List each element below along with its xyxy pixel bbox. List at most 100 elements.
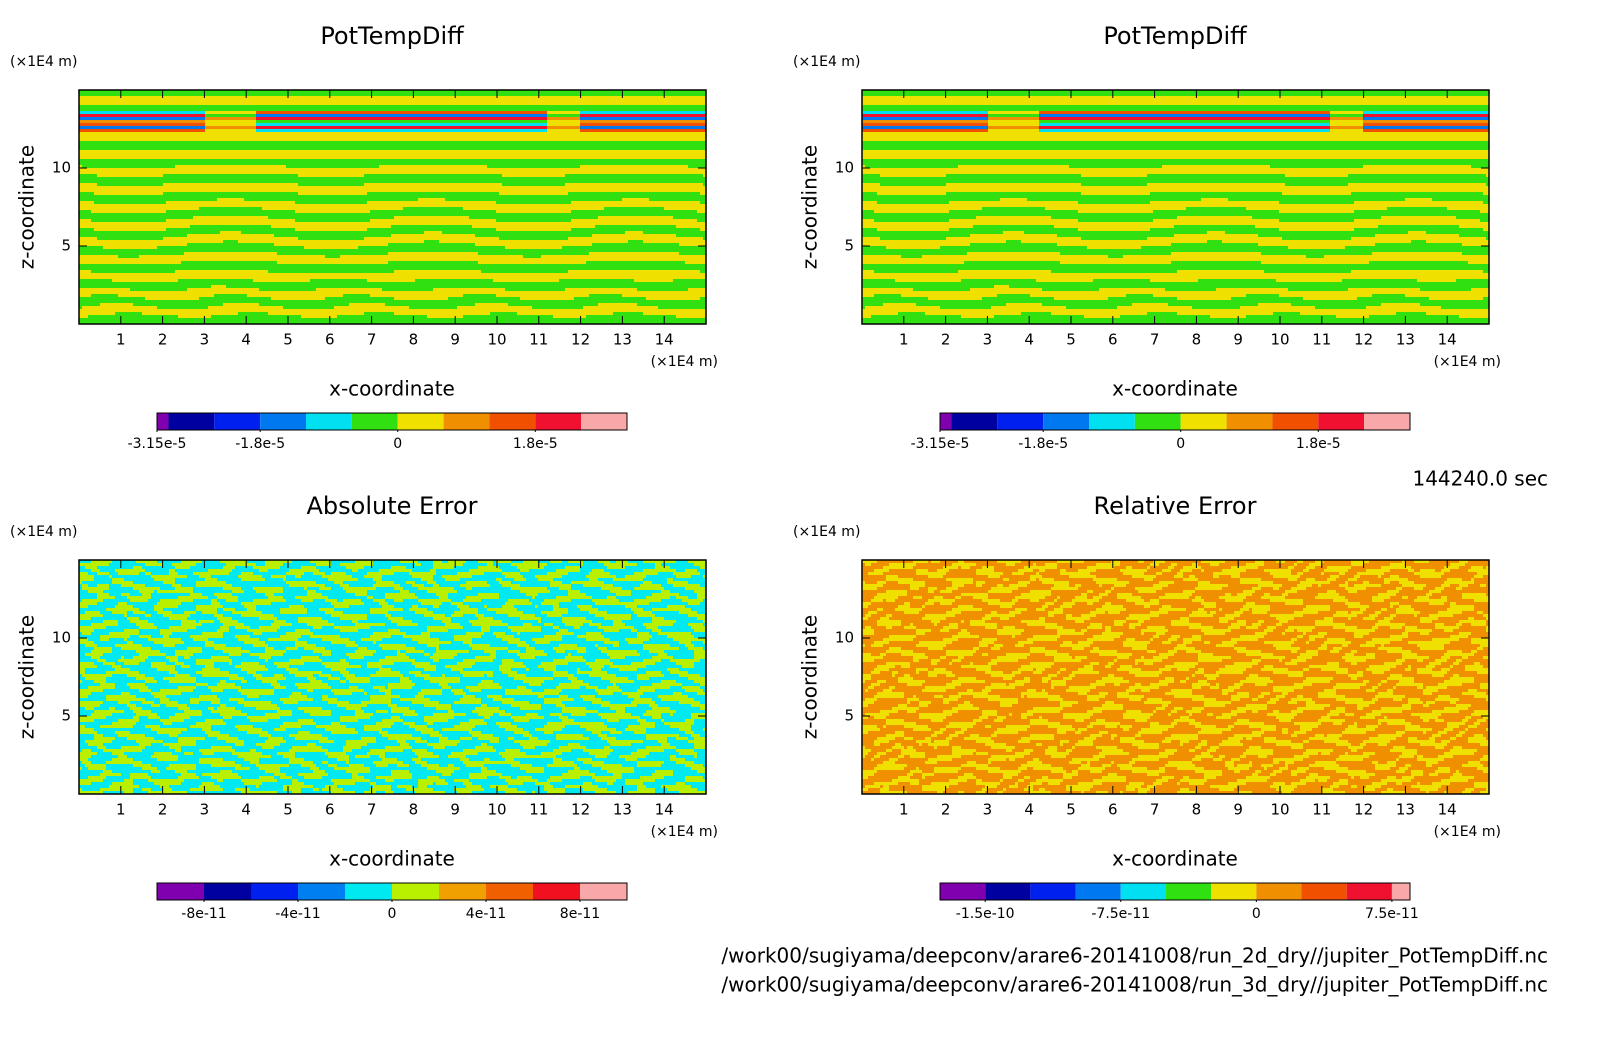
contour-region — [139, 626, 157, 629]
contour-region — [352, 692, 364, 695]
contour-region — [181, 692, 241, 695]
contour-region — [1201, 569, 1204, 572]
contour-region — [1003, 677, 1012, 680]
contour-region — [313, 785, 325, 788]
contour-region — [550, 740, 607, 743]
contour-region — [1168, 303, 1258, 306]
contour-region — [106, 698, 145, 701]
contour-region — [1066, 689, 1090, 692]
contour-region — [355, 728, 364, 731]
contour-region — [520, 632, 556, 635]
contour-region — [505, 246, 562, 249]
contour-region — [883, 608, 895, 611]
contour-region — [472, 782, 508, 785]
contour-region — [1327, 632, 1354, 635]
contour-region — [1357, 650, 1387, 653]
contour-region — [1474, 608, 1489, 611]
contour-region — [280, 611, 307, 614]
contour-region — [466, 692, 505, 695]
contour-region — [184, 656, 190, 659]
contour-region — [646, 785, 661, 788]
contour-region — [655, 566, 670, 569]
contour-region — [145, 683, 196, 686]
contour-region — [400, 671, 409, 674]
contour-region — [94, 575, 109, 578]
contour-region — [691, 767, 706, 770]
contour-region — [622, 692, 643, 695]
contour-region — [160, 587, 175, 590]
contour-region — [1036, 608, 1045, 611]
contour-region — [181, 560, 202, 563]
contour-region — [400, 560, 418, 563]
x-unit: (×1E4 m) — [651, 824, 718, 840]
contour-region — [988, 692, 1021, 695]
contour-region — [1354, 635, 1363, 638]
contour-region — [487, 704, 511, 707]
contour-region — [100, 638, 109, 641]
contour-region — [589, 665, 604, 668]
contour-region — [271, 225, 391, 228]
contour-region — [457, 572, 484, 575]
contour-region — [1159, 608, 1186, 611]
contour-region — [682, 599, 703, 602]
contour-region — [931, 629, 940, 632]
x-tick-label: 1 — [116, 801, 126, 819]
contour-region — [541, 626, 553, 629]
contour-region — [1141, 629, 1168, 632]
contour-region — [265, 563, 283, 566]
contour-region — [1426, 686, 1447, 689]
contour-region — [928, 575, 943, 578]
contour-region — [118, 623, 136, 626]
contour-region — [1381, 683, 1396, 686]
contour-region — [181, 773, 196, 776]
contour-region — [1219, 683, 1234, 686]
contour-region — [472, 647, 508, 650]
contour-region — [289, 764, 301, 767]
contour-region — [139, 719, 160, 722]
contour-region — [169, 659, 178, 662]
contour-region — [145, 584, 172, 587]
contour-region — [1168, 566, 1174, 569]
contour-region — [1417, 644, 1444, 647]
contour-region — [187, 617, 217, 620]
contour-region — [1162, 671, 1195, 674]
contour-region — [454, 764, 466, 767]
contour-region — [466, 764, 484, 767]
contour-region — [79, 641, 94, 644]
contour-region — [466, 596, 499, 599]
contour-region — [481, 689, 505, 692]
contour-region — [424, 231, 442, 234]
contour-region — [1345, 581, 1348, 584]
contour-region — [547, 587, 559, 590]
contour-region — [187, 288, 259, 291]
contour-region — [1318, 650, 1330, 653]
contour-region — [1159, 596, 1189, 599]
contour-region — [1228, 584, 1258, 587]
contour-region — [904, 602, 910, 605]
contour-region — [649, 650, 664, 653]
contour-region — [973, 662, 988, 665]
contour-region — [901, 653, 925, 656]
contour-region — [280, 776, 292, 779]
contour-region — [193, 599, 211, 602]
colorbar-box — [157, 883, 204, 900]
contour-region — [175, 569, 208, 572]
contour-region — [1057, 623, 1090, 626]
contour-region — [628, 677, 637, 680]
contour-region — [349, 638, 361, 641]
contour-region — [1204, 668, 1219, 671]
contour-region — [583, 623, 589, 626]
contour-region — [877, 623, 901, 626]
contour-region — [535, 728, 562, 731]
contour-region — [1237, 650, 1261, 653]
contour-region — [343, 581, 376, 584]
contour-region — [193, 689, 211, 692]
contour-region — [145, 563, 163, 566]
contour-region — [430, 698, 460, 701]
contour-region — [541, 255, 706, 258]
contour-region — [175, 665, 181, 668]
contour-region — [376, 764, 388, 767]
contour-region — [262, 207, 403, 210]
contour-region — [1153, 635, 1159, 638]
contour-region — [1051, 677, 1063, 680]
